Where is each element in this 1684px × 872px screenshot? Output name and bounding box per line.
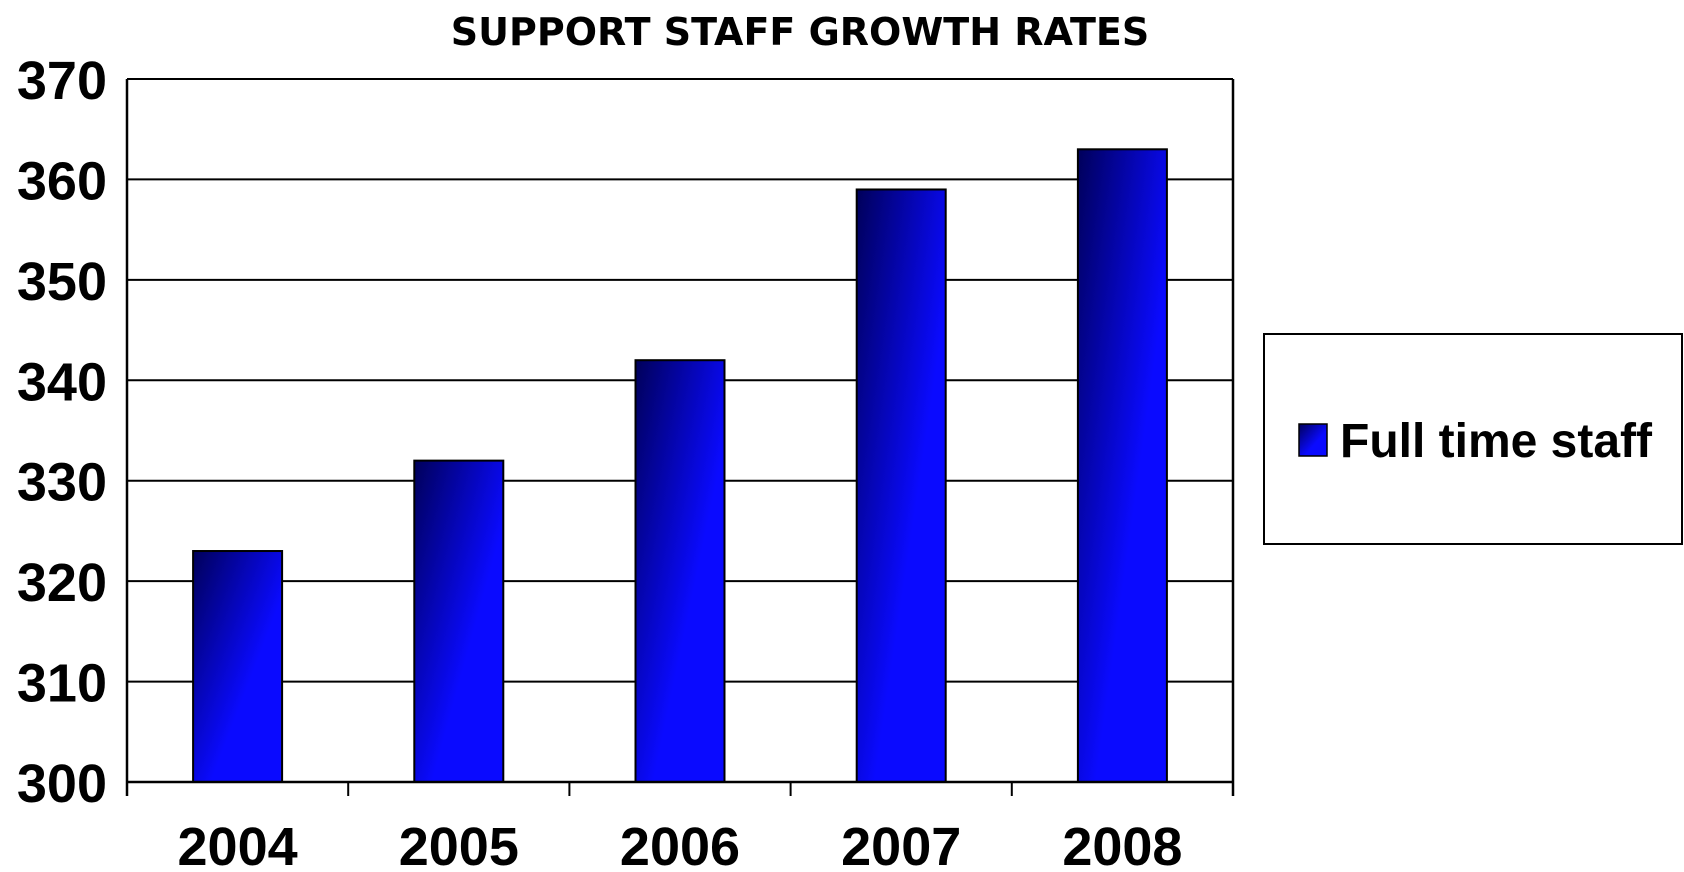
y-tick-label: 360 <box>17 151 107 211</box>
y-tick-label: 330 <box>17 453 107 513</box>
y-tick-label: 310 <box>17 654 107 714</box>
y-tick-label: 320 <box>17 553 107 613</box>
bar-2005 <box>413 459 505 783</box>
y-axis-tick-labels: 300 310 320 330 340 350 360 370 <box>17 51 107 814</box>
x-tick-label: 2006 <box>620 817 740 872</box>
chart-title: SUPPORT STAFF GROWTH RATES <box>451 10 1149 54</box>
bar-2008 <box>1076 148 1168 784</box>
x-tick-label: 2004 <box>178 817 298 872</box>
bar-2004 <box>192 550 284 783</box>
x-axis-tick-labels: 2004 2005 2006 2007 2008 <box>178 817 1183 872</box>
axes <box>125 79 1235 796</box>
legend-box <box>1263 333 1683 545</box>
y-tick-label: 340 <box>17 352 107 412</box>
bars <box>192 148 1168 784</box>
bar-2007 <box>855 188 947 783</box>
bar-2006 <box>634 359 726 783</box>
legend-swatch <box>1298 423 1328 457</box>
legend: Full time staff <box>1263 333 1683 545</box>
x-tick-label: 2007 <box>841 817 961 872</box>
y-tick-label: 300 <box>17 754 107 814</box>
y-tick-label: 350 <box>17 252 107 312</box>
legend-label: Full time staff <box>1340 415 1653 468</box>
x-tick-label: 2005 <box>399 817 519 872</box>
x-tick-label: 2008 <box>1062 817 1182 872</box>
y-tick-label: 370 <box>17 51 107 111</box>
